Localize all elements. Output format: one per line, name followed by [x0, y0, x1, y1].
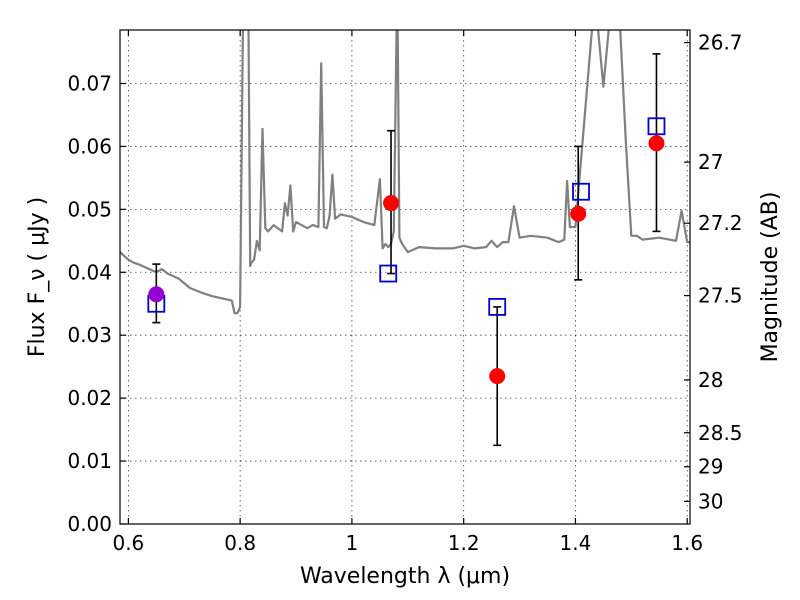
model-photometry-point	[379, 264, 398, 283]
x-tick-label: 0.6	[112, 531, 144, 555]
x-tick-label: 1.2	[448, 531, 480, 555]
y-right-tick-label: 26.7	[698, 31, 743, 55]
y-right-tick-label: 27.2	[698, 211, 743, 235]
observed-point	[648, 135, 665, 152]
y-tick-label: 0.00	[67, 512, 112, 536]
y-tick-label: 0.02	[67, 386, 112, 410]
observed-point	[383, 195, 400, 212]
y-tick-label: 0.01	[67, 449, 112, 473]
y-right-tick-label: 30	[698, 489, 723, 513]
axes: 0.6 0.8 1 1.2 1.4 1.6 0.00 0.01 0.02 0.03 0.04 0.05…	[67, 30, 743, 555]
x-tick-label: 0.8	[224, 531, 256, 555]
y-right-tick-label: 28	[698, 368, 723, 392]
model-photometry-point	[488, 297, 507, 316]
grid-lines	[120, 30, 690, 525]
x-axis-label: Wavelength λ (μm)	[300, 564, 510, 589]
plot-frame	[119, 29, 691, 525]
y-right-tick-label: 27	[698, 150, 723, 174]
observed-point	[570, 205, 587, 222]
model-photometry-point	[572, 182, 590, 201]
y-axis-label: Flux F_ν ( μJy )	[25, 197, 50, 357]
y-right-tick-label: 29	[698, 455, 723, 479]
y-tick-label: 0.06	[67, 134, 112, 158]
x-tick-label: 1	[346, 531, 359, 555]
observed-point	[489, 368, 506, 385]
x-tick-label: 1.4	[560, 531, 592, 555]
y-tick-label: 0.04	[67, 260, 112, 284]
y-axis-right-label: Magnitude (AB)	[758, 192, 783, 363]
y-right-tick-label: 28.5	[698, 421, 743, 445]
observed-optical-point	[148, 286, 165, 303]
y-tick-label: 0.07	[67, 71, 112, 95]
y-right-tick-label: 27.5	[698, 284, 743, 308]
plot-area	[120, 30, 690, 447]
x-tick-label: 1.6	[671, 531, 703, 555]
y-tick-label: 0.05	[67, 197, 112, 221]
model-photometry-point	[647, 117, 666, 136]
model-spectrum-line	[120, 30, 690, 315]
y-tick-label: 0.03	[67, 323, 112, 347]
